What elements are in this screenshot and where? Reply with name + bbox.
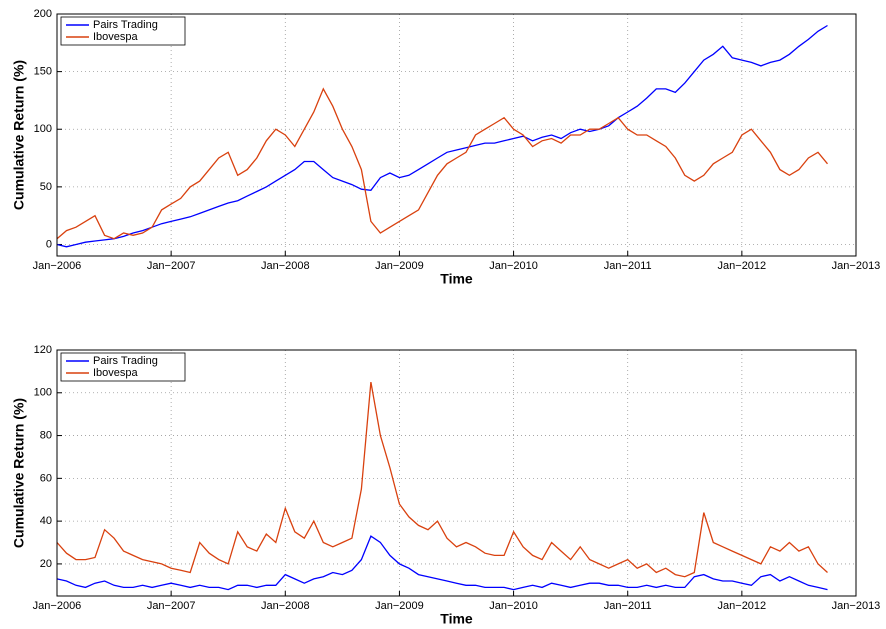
y-axis-label: Cumulative Return (%)	[11, 60, 27, 210]
x-axis-label: Time	[440, 611, 473, 627]
y-tick-label: 40	[40, 515, 52, 527]
legend-box	[60, 16, 186, 46]
legend-box	[60, 352, 186, 382]
y-tick-label: 100	[34, 387, 52, 399]
x-tick-label: Jan−2008	[261, 600, 310, 612]
x-tick-label: Jan−2006	[33, 600, 82, 612]
series-line	[56, 24, 828, 248]
series-line	[56, 535, 828, 591]
legend-label: Ibovespa	[93, 31, 139, 43]
axes-frame	[56, 349, 857, 597]
x-tick-label: Jan−2011	[604, 260, 652, 272]
x-tick-label: Jan−2011	[604, 600, 652, 612]
x-tick-label: Jan−2008	[261, 260, 310, 272]
legend-label: Pairs Trading	[93, 19, 158, 31]
y-tick-label: 80	[40, 429, 52, 441]
y-tick-label: 200	[34, 8, 52, 20]
x-tick-label: Jan−2010	[489, 260, 538, 272]
y-axis-label: Cumulative Return (%)	[11, 398, 27, 548]
x-tick-label: Jan−2007	[147, 600, 196, 612]
x-tick-label: Jan−2012	[718, 260, 767, 272]
axes-frame	[56, 13, 857, 257]
series-line	[56, 381, 828, 578]
x-tick-label: Jan−2012	[718, 600, 767, 612]
y-tick-label: 0	[46, 238, 52, 250]
x-tick-label: Jan−2009	[375, 600, 424, 612]
series-line	[56, 87, 829, 240]
x-tick-label: Jan−2009	[375, 260, 424, 272]
x-axis-label: Time	[440, 271, 473, 287]
y-tick-label: 150	[34, 66, 52, 78]
plot-area	[57, 14, 856, 256]
x-tick-label: Jan−2006	[33, 260, 82, 272]
y-tick-label: 20	[40, 558, 52, 570]
x-tick-label: Jan−2007	[147, 260, 196, 272]
legend-label: Ibovespa	[93, 367, 139, 379]
legend-label: Pairs Trading	[93, 355, 158, 367]
x-tick-label: Jan−2010	[489, 600, 538, 612]
x-tick-label: Jan−2013	[832, 260, 881, 272]
plot-area	[57, 350, 856, 596]
y-tick-label: 100	[34, 123, 52, 135]
y-tick-label: 50	[40, 181, 52, 193]
x-tick-label: Jan−2013	[832, 600, 881, 612]
y-tick-label: 120	[34, 344, 52, 356]
y-tick-label: 60	[40, 472, 52, 484]
